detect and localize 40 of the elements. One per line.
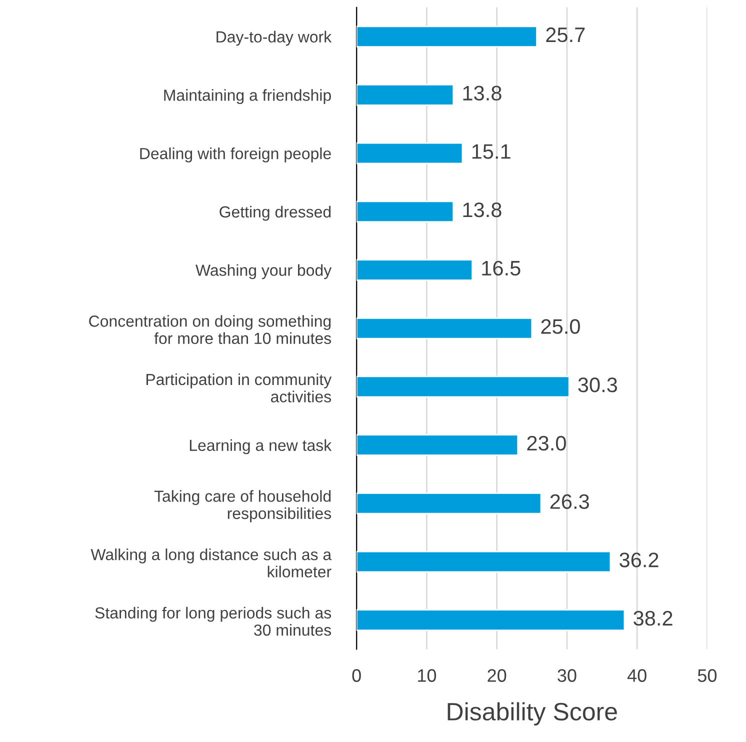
bar — [356, 142, 464, 164]
y-tick-label: Learning a new task — [190, 439, 332, 454]
data-label: 13.8 — [463, 202, 502, 218]
x-tick-label: 50 — [698, 669, 717, 682]
data-label: 15.1 — [472, 144, 510, 159]
x-tick-label: 30 — [558, 669, 576, 682]
bar — [356, 609, 626, 631]
y-tick-label: Standing for long periods such as 30 minutes — [95, 606, 332, 636]
y-tick-label: Getting dressed — [220, 206, 331, 221]
bar — [356, 84, 454, 106]
data-label: 23.0 — [527, 436, 566, 451]
y-tick-label: Walking a long distance such as a kilometer — [90, 548, 332, 578]
data-label: 30.3 — [578, 378, 618, 392]
x-axis-title: Disability Score — [448, 702, 617, 726]
y-tick-label: Dealing with foreign people — [140, 148, 331, 162]
x-tick-label: 40 — [627, 669, 646, 682]
data-label: 16.5 — [482, 260, 520, 276]
y-tick-label: Participation in community activities — [146, 373, 332, 402]
y-tick-label: Washing your body — [196, 264, 332, 280]
y-tick-label: Day-to-day work — [216, 30, 332, 46]
bar — [356, 376, 570, 398]
x-tick-label: 0 — [352, 669, 361, 682]
bar — [356, 26, 538, 48]
bar — [356, 259, 473, 281]
data-label: 38.2 — [634, 610, 672, 626]
bar — [356, 492, 542, 514]
x-tick-label: 10 — [418, 669, 436, 682]
y-tick-label: Concentration on doing something for more than 10 minutes — [89, 315, 332, 344]
data-label: 26.3 — [550, 494, 589, 509]
bar — [356, 550, 612, 573]
data-label: 25.0 — [541, 319, 580, 334]
bar — [356, 434, 519, 456]
data-label: 25.7 — [546, 27, 585, 42]
data-label: 13.8 — [463, 86, 502, 101]
y-tick-label: Maintaining a friendship — [164, 89, 331, 104]
x-tick-label: 20 — [488, 669, 506, 682]
data-label: 36.2 — [620, 552, 658, 568]
bar — [356, 317, 533, 340]
bar — [356, 200, 454, 223]
y-tick-label: Taking care of household responsibilities — [154, 490, 332, 522]
